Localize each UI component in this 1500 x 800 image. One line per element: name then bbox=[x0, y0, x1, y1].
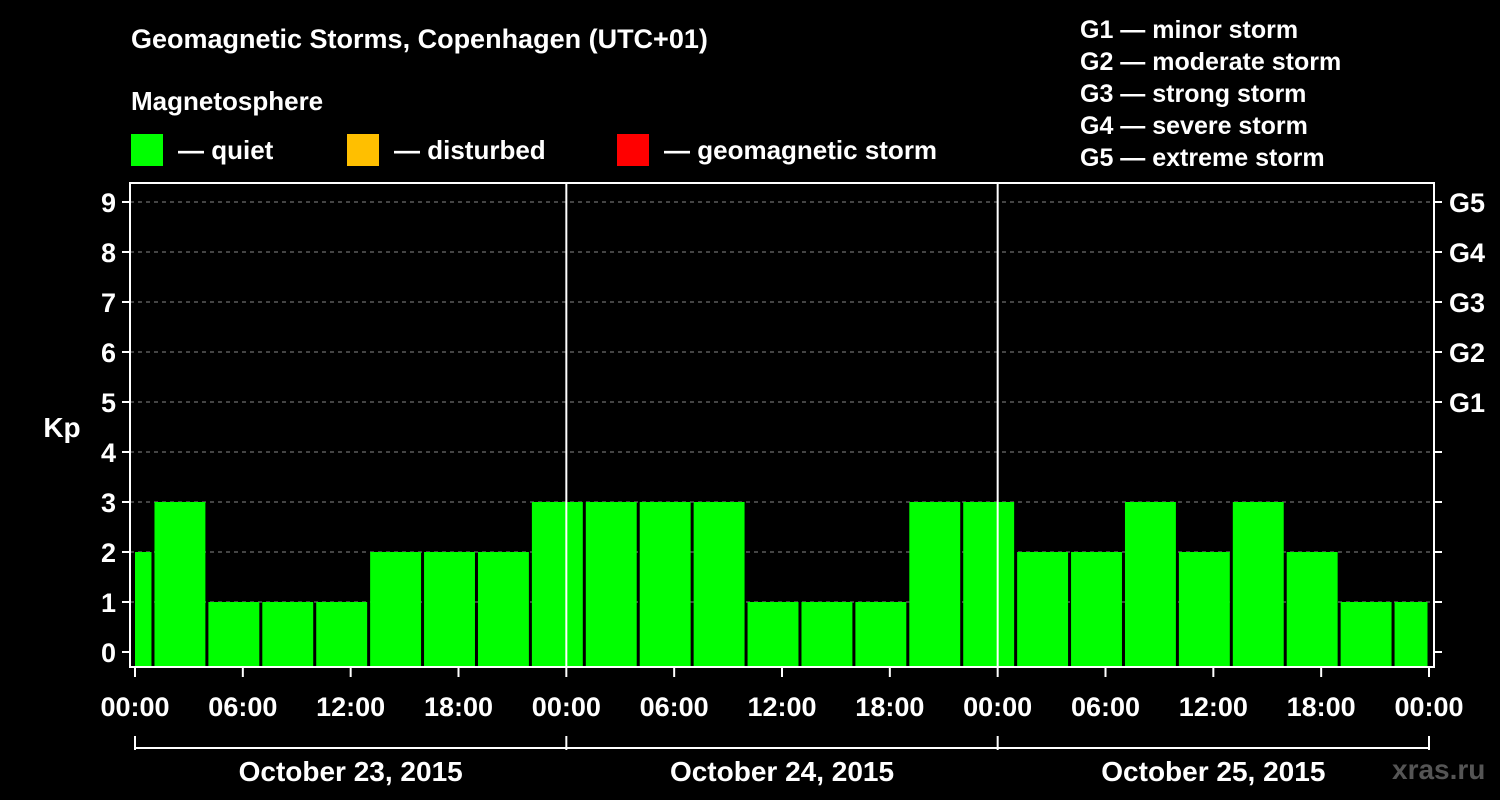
x-tick-label: 18:00 bbox=[855, 692, 924, 722]
day-label: October 23, 2015 bbox=[239, 756, 463, 787]
y-axis-label: Kp bbox=[43, 412, 80, 443]
y-tick-label: 4 bbox=[101, 438, 116, 468]
y-tick-label: 0 bbox=[101, 638, 116, 668]
axes: 0 1 2 3 4 5 6 7 8 9 G1 G2 G3 G4 G5 00:00 06:00 12:00 18:00… bbox=[100, 182, 1485, 787]
y-tick-label: 9 bbox=[101, 188, 116, 218]
bar bbox=[1124, 502, 1176, 667]
bar bbox=[585, 502, 637, 667]
y-tick-label: 7 bbox=[101, 288, 116, 318]
y-tick-label: 8 bbox=[101, 238, 116, 268]
bar bbox=[1394, 602, 1428, 667]
bar bbox=[909, 502, 961, 667]
bar bbox=[424, 552, 475, 667]
x-tick-label: 12:00 bbox=[316, 692, 385, 722]
bars bbox=[135, 502, 1428, 667]
y-tick-label: 6 bbox=[101, 338, 116, 368]
bar bbox=[693, 502, 745, 667]
bar bbox=[262, 602, 314, 667]
legend-swatch-storm bbox=[617, 134, 649, 166]
bar bbox=[1232, 502, 1284, 667]
x-tick-label: 06:00 bbox=[208, 692, 277, 722]
storm-level-g5: G5 — extreme storm bbox=[1080, 144, 1325, 172]
bar bbox=[154, 502, 206, 667]
x-tick-label: 06:00 bbox=[1071, 692, 1140, 722]
x-tick-label: 18:00 bbox=[1287, 692, 1356, 722]
day-label: October 24, 2015 bbox=[670, 756, 894, 787]
y-tick-label: 2 bbox=[101, 538, 116, 568]
bar bbox=[208, 602, 260, 667]
x-tick-label: 06:00 bbox=[640, 692, 709, 722]
bar bbox=[316, 602, 368, 667]
storm-level-g2: G2 — moderate storm bbox=[1080, 48, 1342, 76]
bar bbox=[639, 502, 691, 667]
legend-title: Magnetosphere bbox=[131, 86, 324, 116]
bar bbox=[1286, 552, 1338, 667]
x-tick-label: 12:00 bbox=[1179, 692, 1248, 722]
g-level-tick-label: G2 bbox=[1449, 338, 1485, 368]
legend-label-quiet: — quiet bbox=[178, 135, 274, 165]
bar bbox=[747, 602, 799, 667]
x-tick-label: 12:00 bbox=[747, 692, 816, 722]
g-level-tick-label: G4 bbox=[1449, 238, 1485, 268]
bar bbox=[963, 502, 1015, 667]
x-tick-label: 00:00 bbox=[1394, 692, 1463, 722]
y-tick-label: 3 bbox=[101, 488, 116, 518]
g-level-tick-label: G1 bbox=[1449, 388, 1485, 418]
storm-level-legend: G1 — minor storm G2 — moderate storm G3 … bbox=[1080, 14, 1341, 174]
bar bbox=[1178, 552, 1230, 667]
bar bbox=[135, 552, 152, 667]
bar bbox=[1340, 602, 1392, 667]
legend-label-storm: — geomagnetic storm bbox=[664, 135, 938, 165]
chart-title: Geomagnetic Storms, Copenhagen (UTC+01) bbox=[131, 24, 708, 54]
legend-swatch-quiet bbox=[131, 134, 163, 166]
x-tick-label: 18:00 bbox=[424, 692, 493, 722]
storm-level-g3: G3 — strong storm bbox=[1080, 80, 1307, 108]
bar bbox=[1017, 552, 1069, 667]
legend-swatch-disturbed bbox=[347, 134, 379, 166]
y-tick-label: 5 bbox=[101, 388, 116, 418]
bar bbox=[477, 552, 529, 667]
bar bbox=[801, 602, 853, 667]
watermark: xras.ru bbox=[1392, 754, 1486, 785]
x-tick-label: 00:00 bbox=[100, 692, 169, 722]
bar bbox=[855, 602, 907, 667]
bar bbox=[531, 502, 583, 667]
x-tick-label: 00:00 bbox=[963, 692, 1032, 722]
y-tick-label: 1 bbox=[101, 588, 116, 618]
legend-label-disturbed: — disturbed bbox=[394, 135, 546, 165]
g-level-tick-label: G5 bbox=[1449, 188, 1485, 218]
g-level-tick-label: G3 bbox=[1449, 288, 1485, 318]
bar bbox=[1071, 552, 1122, 667]
storm-level-g1: G1 — minor storm bbox=[1080, 16, 1299, 44]
storm-level-g4: G4 — severe storm bbox=[1080, 112, 1308, 140]
x-tick-label: 00:00 bbox=[532, 692, 601, 722]
bar bbox=[370, 552, 422, 667]
day-label: October 25, 2015 bbox=[1101, 756, 1325, 787]
